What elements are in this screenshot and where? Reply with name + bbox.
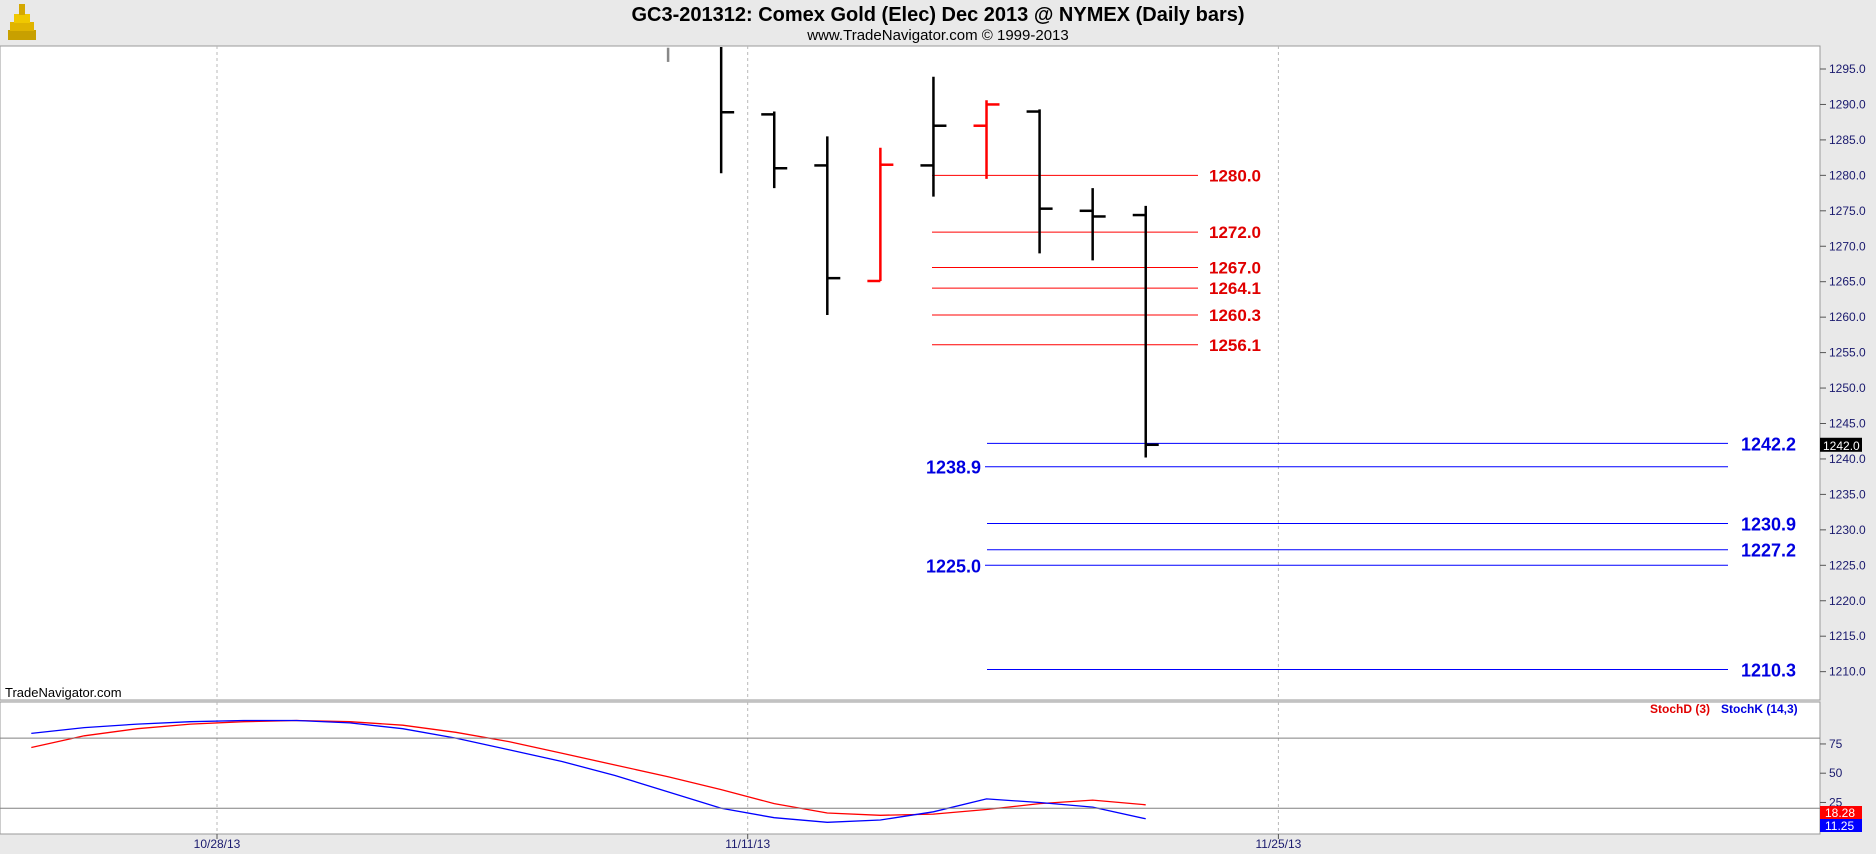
resistance-label: 1267.0 <box>1209 259 1261 278</box>
logo-icon <box>4 4 40 42</box>
support-label: 1242.2 <box>1741 434 1796 454</box>
price-tick-label: 1250.0 <box>1829 381 1866 395</box>
price-tick-label: 1255.0 <box>1829 346 1866 360</box>
price-tick-label: 1230.0 <box>1829 523 1866 537</box>
stochd-last-badge <box>1820 806 1862 819</box>
price-tick-label: 1260.0 <box>1829 310 1866 324</box>
price-tick-label: 1275.0 <box>1829 204 1866 218</box>
support-label: 1225.0 <box>926 556 981 576</box>
price-tick-label: 1220.0 <box>1829 594 1866 608</box>
price-tick-label: 1235.0 <box>1829 487 1866 501</box>
price-bars <box>666 47 1159 458</box>
support-label: 1227.2 <box>1741 541 1796 561</box>
last-price-badge <box>1820 437 1862 452</box>
legend-stochk: StochK (14,3) <box>1721 702 1798 716</box>
date-tick-label: 10/28/13 <box>194 837 241 851</box>
price-tick-label: 1210.0 <box>1829 665 1866 679</box>
watermark-text: TradeNavigator.com <box>5 685 122 700</box>
price-tick-label: 1240.0 <box>1829 452 1866 466</box>
resistance-label: 1256.1 <box>1209 336 1261 355</box>
price-tick-label: 1290.0 <box>1829 97 1866 111</box>
chart-title: GC3-201312: Comex Gold (Elec) Dec 2013 @… <box>631 4 1244 26</box>
price-tick-label: 1245.0 <box>1829 417 1866 431</box>
resistance-label: 1272.0 <box>1209 223 1261 242</box>
price-tick-label: 1280.0 <box>1829 168 1866 182</box>
chart-subtitle: www.TradeNavigator.com © 1999-2013 <box>806 27 1068 44</box>
vertical-gridlines <box>216 46 1279 834</box>
resistance-label: 1264.1 <box>1209 279 1261 298</box>
stochk-line <box>31 719 1146 823</box>
support-label: 1230.9 <box>1741 514 1796 534</box>
stochastic-lines <box>31 719 1146 823</box>
stochk-last-label: 11.25 <box>1825 819 1854 833</box>
support-label: 1238.9 <box>926 458 981 478</box>
stochk-last-badge <box>1820 819 1862 832</box>
date-axis: 10/28/13 11/11/13 11/25/13 <box>194 834 1302 851</box>
price-tick-label: 1285.0 <box>1829 133 1866 147</box>
stochastic-panel <box>0 701 1821 835</box>
resistance-label: 1260.3 <box>1209 306 1261 325</box>
date-tick-label: 11/25/13 <box>1255 837 1301 851</box>
price-tick-label: 1215.0 <box>1829 629 1866 643</box>
price-axis: 1210.0 1215.0 1220.0 1225.0 1230.0 1235.0 1240… <box>1820 62 1866 679</box>
last-price-label: 1242.0 <box>1823 439 1860 453</box>
price-tick-label: 1265.0 <box>1829 275 1866 289</box>
stochd-last-label: 18.28 <box>1825 806 1855 820</box>
legend-stochd: StochD (3) <box>1650 702 1710 716</box>
price-tick-label: 1295.0 <box>1829 62 1866 76</box>
price-panel <box>0 45 1821 701</box>
stochd-line <box>31 719 1146 816</box>
resistance-label: 1280.0 <box>1209 166 1261 185</box>
price-tick-label: 1270.0 <box>1829 239 1866 253</box>
price-tick-label: 1225.0 <box>1829 558 1866 572</box>
date-tick-label: 11/11/13 <box>725 837 770 851</box>
stoch-tick-label: 25 <box>1829 795 1843 809</box>
stoch-tick-label: 50 <box>1829 766 1843 780</box>
stoch-tick-label: 75 <box>1829 737 1843 751</box>
support-label: 1210.3 <box>1741 661 1796 681</box>
